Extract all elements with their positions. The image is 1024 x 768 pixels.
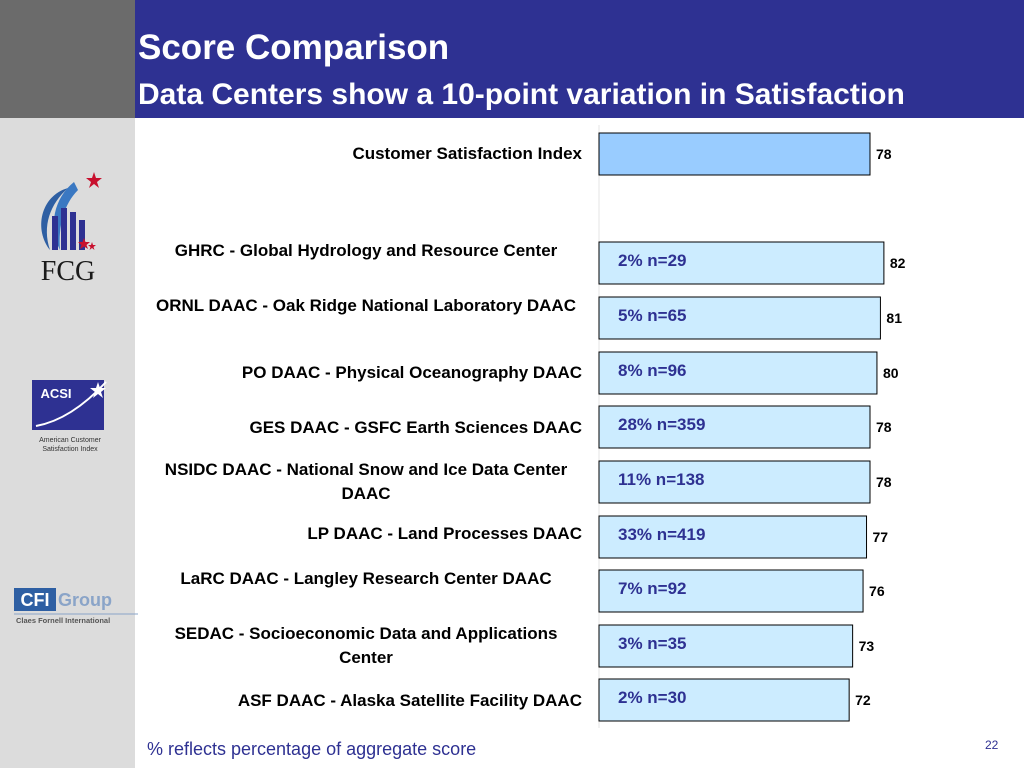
acsi-caption-1: American Customer <box>39 437 102 444</box>
bar-share-label: 33% n=419 <box>618 525 705 544</box>
slide-subtitle: Data Centers show a 10-point variation i… <box>138 78 905 111</box>
bar-share-label: 28% n=359 <box>618 415 705 434</box>
fcg-logo: FCG <box>41 172 102 286</box>
bar-value-label: 78 <box>876 419 892 435</box>
category-label-podaac: PO DAAC - Physical Oceanography DAAC <box>241 363 582 382</box>
data-center-bar <box>598 351 878 395</box>
data-center-bar <box>598 569 864 613</box>
category-label-lpdaac: LP DAAC - Land Processes DAAC <box>307 524 582 543</box>
cfi-logo-text: CFI <box>21 590 50 610</box>
data-center-bar <box>598 515 868 559</box>
bar-share-label: 7% n=92 <box>618 579 687 598</box>
category-label-larc: LaRC DAAC - Langley Research Center DAAC <box>180 569 552 588</box>
page-number: 22 <box>985 738 999 752</box>
bar-value-label: 78 <box>876 474 892 490</box>
header-banner <box>135 0 1024 118</box>
bar-share-label: 11% n=138 <box>618 470 705 489</box>
category-label-csi: Customer Satisfaction Index <box>352 144 582 163</box>
category-label-nsidc: NSIDC DAAC - National Snow and Ice Data … <box>164 460 568 503</box>
csi-bar <box>598 132 871 176</box>
bar-value-label: 72 <box>855 692 871 708</box>
data-center-bar <box>598 624 854 668</box>
sidebar-top-block <box>0 0 135 118</box>
bar-share-label: 8% n=96 <box>618 361 687 380</box>
category-label-gesdaac: GES DAAC - GSFC Earth Sciences DAAC <box>249 418 582 437</box>
slide-title: Score Comparison <box>138 28 450 67</box>
data-center-bar <box>598 241 885 285</box>
bar-share-label: 2% n=30 <box>618 688 687 707</box>
acsi-logo-text: ACSI <box>40 386 71 401</box>
cfi-group-logo: CFI Group Claes Fornell International <box>14 588 138 625</box>
bar-share-label: 3% n=35 <box>618 634 687 653</box>
footnote: % reflects percentage of aggregate score <box>147 739 477 759</box>
data-center-bar <box>598 678 850 722</box>
bar-value-label: 73 <box>859 638 875 654</box>
bar-share-label: 5% n=65 <box>618 306 687 325</box>
bar-share-label: 2% n=29 <box>618 251 687 270</box>
cfi-caption: Claes Fornell International <box>16 616 110 625</box>
category-label-asf: ASF DAAC - Alaska Satellite Facility DAA… <box>237 691 582 710</box>
bar-value-label: 77 <box>873 529 889 545</box>
bar-value-label: 81 <box>886 310 902 326</box>
bar-value-label: 76 <box>869 583 885 599</box>
group-logo-text: Group <box>58 590 112 610</box>
acsi-logo: ACSI American Customer Satisfaction Inde… <box>32 380 107 453</box>
data-center-bar <box>598 405 871 449</box>
fcg-logo-text: FCG <box>41 256 95 286</box>
category-label-ghrc: GHRC - Global Hydrology and Resource Cen… <box>174 241 558 260</box>
bar-value-label: 78 <box>876 146 892 162</box>
category-label-sedac: SEDAC - Socioeconomic Data and Applicati… <box>174 624 558 667</box>
acsi-caption-2: Satisfaction Index <box>42 446 98 453</box>
category-label-ornl: ORNL DAAC - Oak Ridge National Laborator… <box>155 296 576 315</box>
data-center-bar <box>598 460 871 504</box>
data-center-bar <box>598 296 881 340</box>
bar-value-label: 80 <box>883 365 899 381</box>
bar-value-label: 82 <box>890 255 906 271</box>
